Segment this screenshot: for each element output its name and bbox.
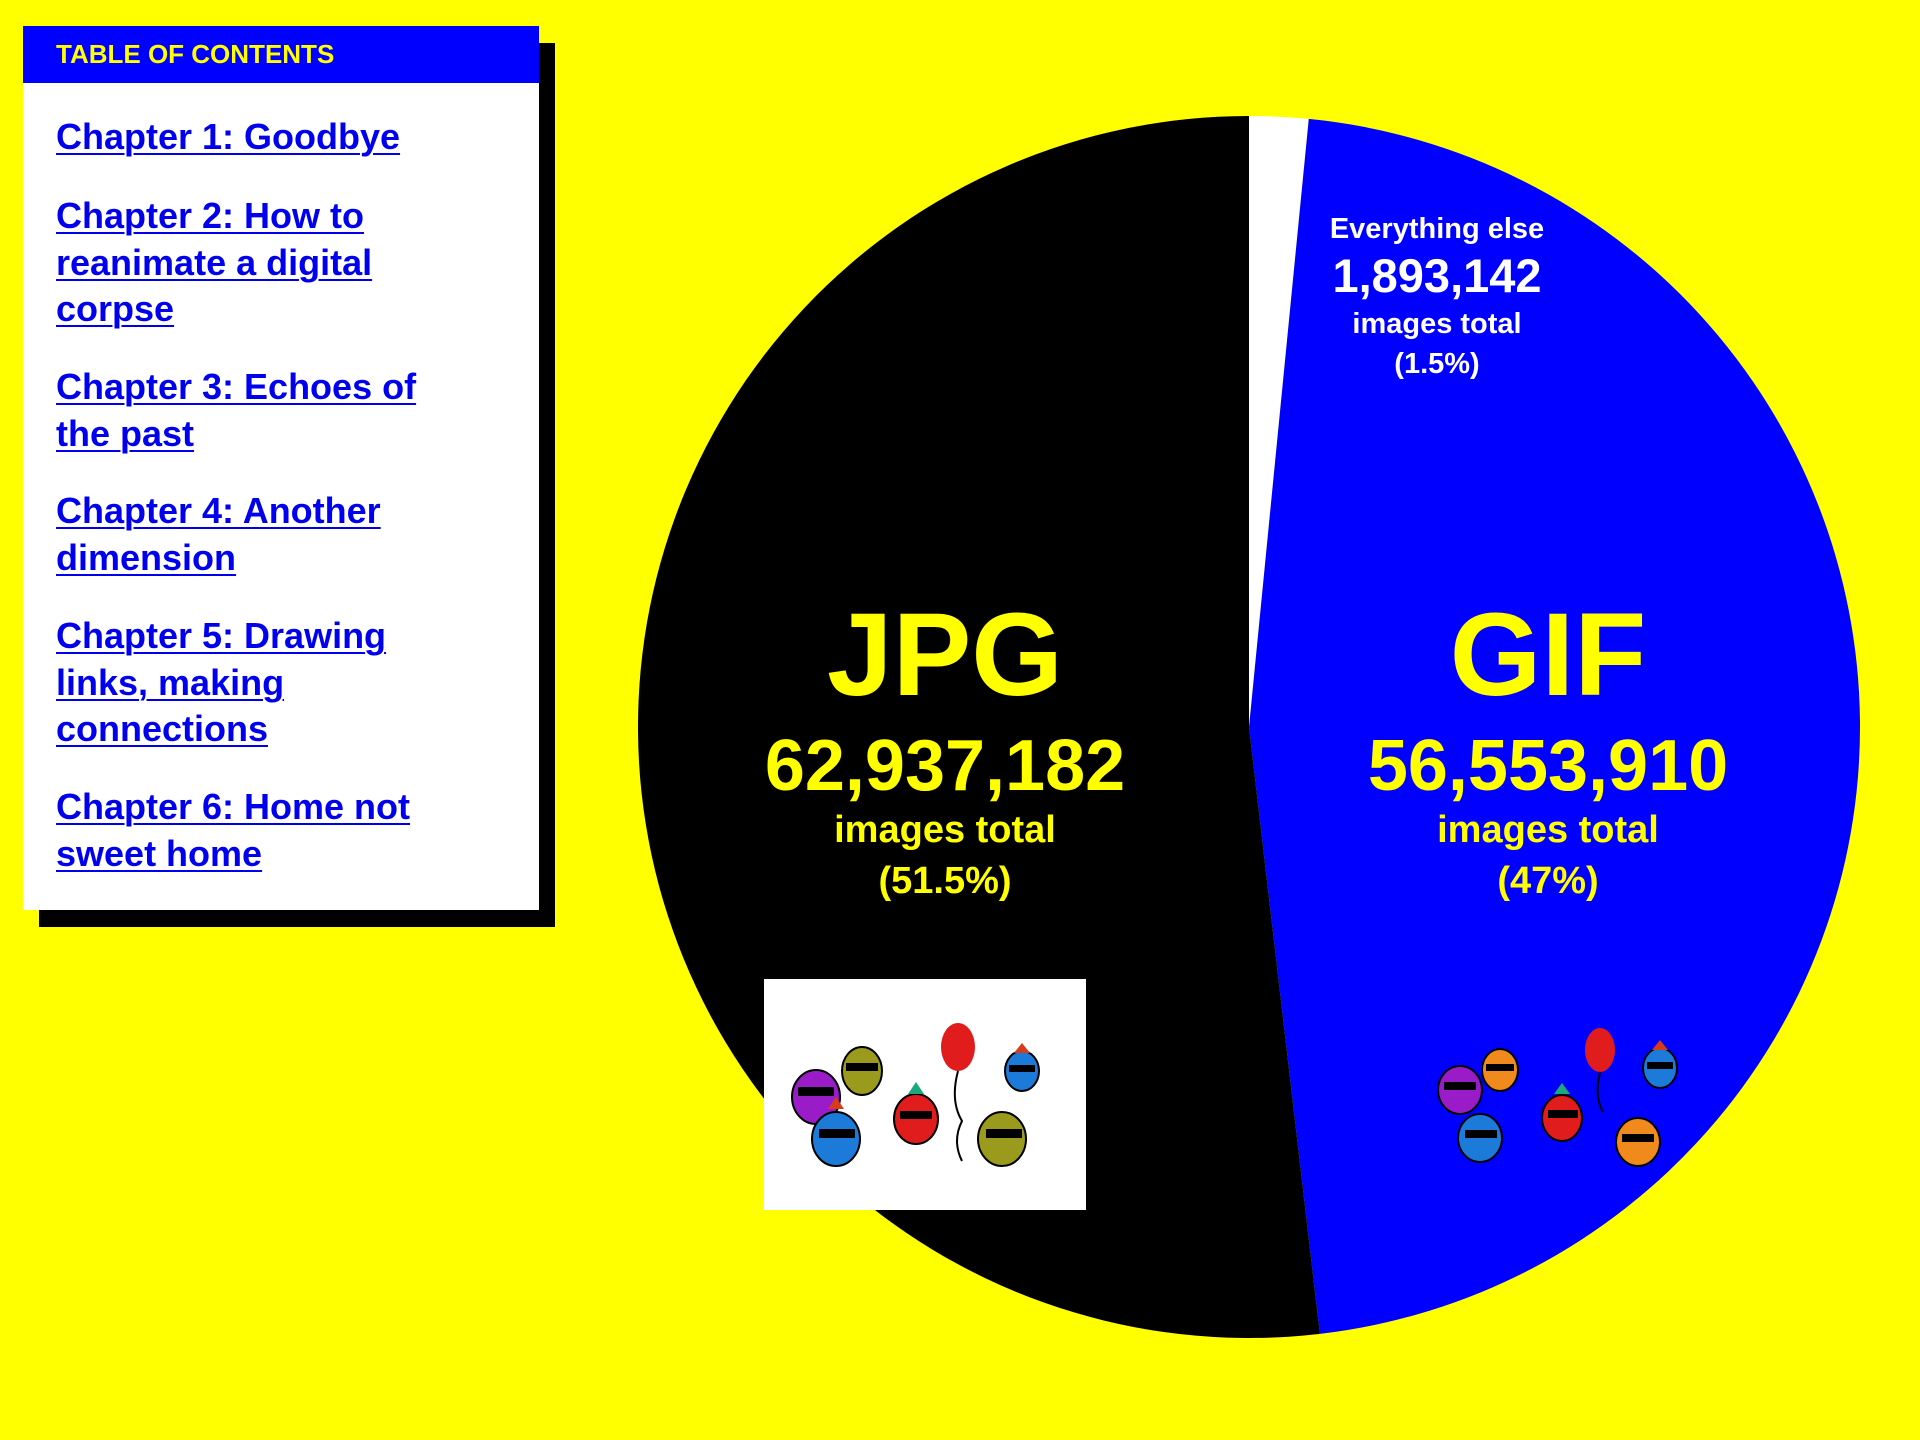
gif-slice-percent: (47%): [1497, 860, 1598, 902]
pie-slice-gif: [1249, 118, 1861, 1334]
table-of-contents: TABLE OF CONTENTS Chapter 1: Goodbye Cha…: [23, 26, 539, 910]
toc-item-chapter-5: Chapter 5: Drawing links, making connect…: [56, 613, 476, 753]
party-people-jpg-icon: [764, 979, 1086, 1210]
chapter-2-link[interactable]: Chapter 2: How to reanimate a digital co…: [56, 195, 373, 329]
gif-slice-unit: images total: [1437, 809, 1659, 851]
toc-item-chapter-6: Chapter 6: Home not sweet home: [56, 784, 476, 877]
other-slice-name: Everything else: [1330, 213, 1544, 245]
jpg-slice-unit: images total: [834, 809, 1056, 851]
chapter-3-link[interactable]: Chapter 3: Echoes of the past: [56, 366, 417, 454]
chapter-6-link[interactable]: Chapter 6: Home not sweet home: [56, 786, 411, 874]
gif-slice-count: 56,553,910: [1368, 726, 1728, 806]
other-slice-percent: (1.5%): [1394, 348, 1479, 380]
toc-item-chapter-1: Chapter 1: Goodbye: [56, 114, 476, 161]
chapter-5-link[interactable]: Chapter 5: Drawing links, making connect…: [56, 615, 387, 749]
toc-item-chapter-4: Chapter 4: Another dimension: [56, 488, 476, 581]
chapter-4-link[interactable]: Chapter 4: Another dimension: [56, 490, 381, 578]
gif-slice-name: GIF: [1450, 589, 1647, 721]
toc-item-chapter-3: Chapter 3: Echoes of the past: [56, 364, 476, 457]
chapter-1-link[interactable]: Chapter 1: Goodbye: [56, 116, 401, 157]
jpg-slice-percent: (51.5%): [878, 860, 1011, 902]
other-slice-unit: images total: [1352, 308, 1521, 340]
jpg-slice-count: 62,937,182: [765, 726, 1125, 806]
toc-header: TABLE OF CONTENTS: [23, 26, 539, 83]
toc-item-chapter-2: Chapter 2: How to reanimate a digital co…: [56, 193, 476, 333]
party-people-gif-icon: [1410, 1020, 1710, 1200]
jpg-slice-name: JPG: [827, 589, 1063, 721]
other-slice-count: 1,893,142: [1332, 249, 1541, 302]
pie-slice-other: [1249, 116, 1309, 727]
